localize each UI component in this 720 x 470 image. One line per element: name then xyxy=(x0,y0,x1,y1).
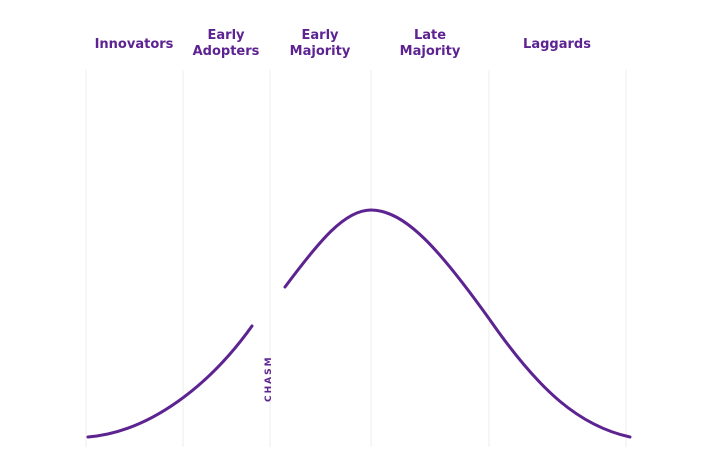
label-line: Early xyxy=(302,28,340,43)
label-line: Late xyxy=(414,28,446,43)
label-line: Majority xyxy=(290,44,351,59)
label-line: Early xyxy=(208,28,246,43)
chasm-label: CHASM xyxy=(264,355,274,402)
label-line: Majority xyxy=(400,44,461,59)
dividers xyxy=(85,70,627,447)
segment-label: Early Adopters xyxy=(193,28,260,59)
label-line: Innovators xyxy=(95,37,174,52)
curve-main xyxy=(283,208,632,439)
label-line: Laggards xyxy=(523,37,591,52)
segment-label: Late Majority xyxy=(400,28,461,59)
curve-early xyxy=(86,324,254,439)
segment-label: Laggards xyxy=(523,37,591,52)
segment-label: Early Majority xyxy=(290,28,351,59)
label-line: Adopters xyxy=(193,44,260,59)
segment-label: Innovators xyxy=(95,37,174,52)
